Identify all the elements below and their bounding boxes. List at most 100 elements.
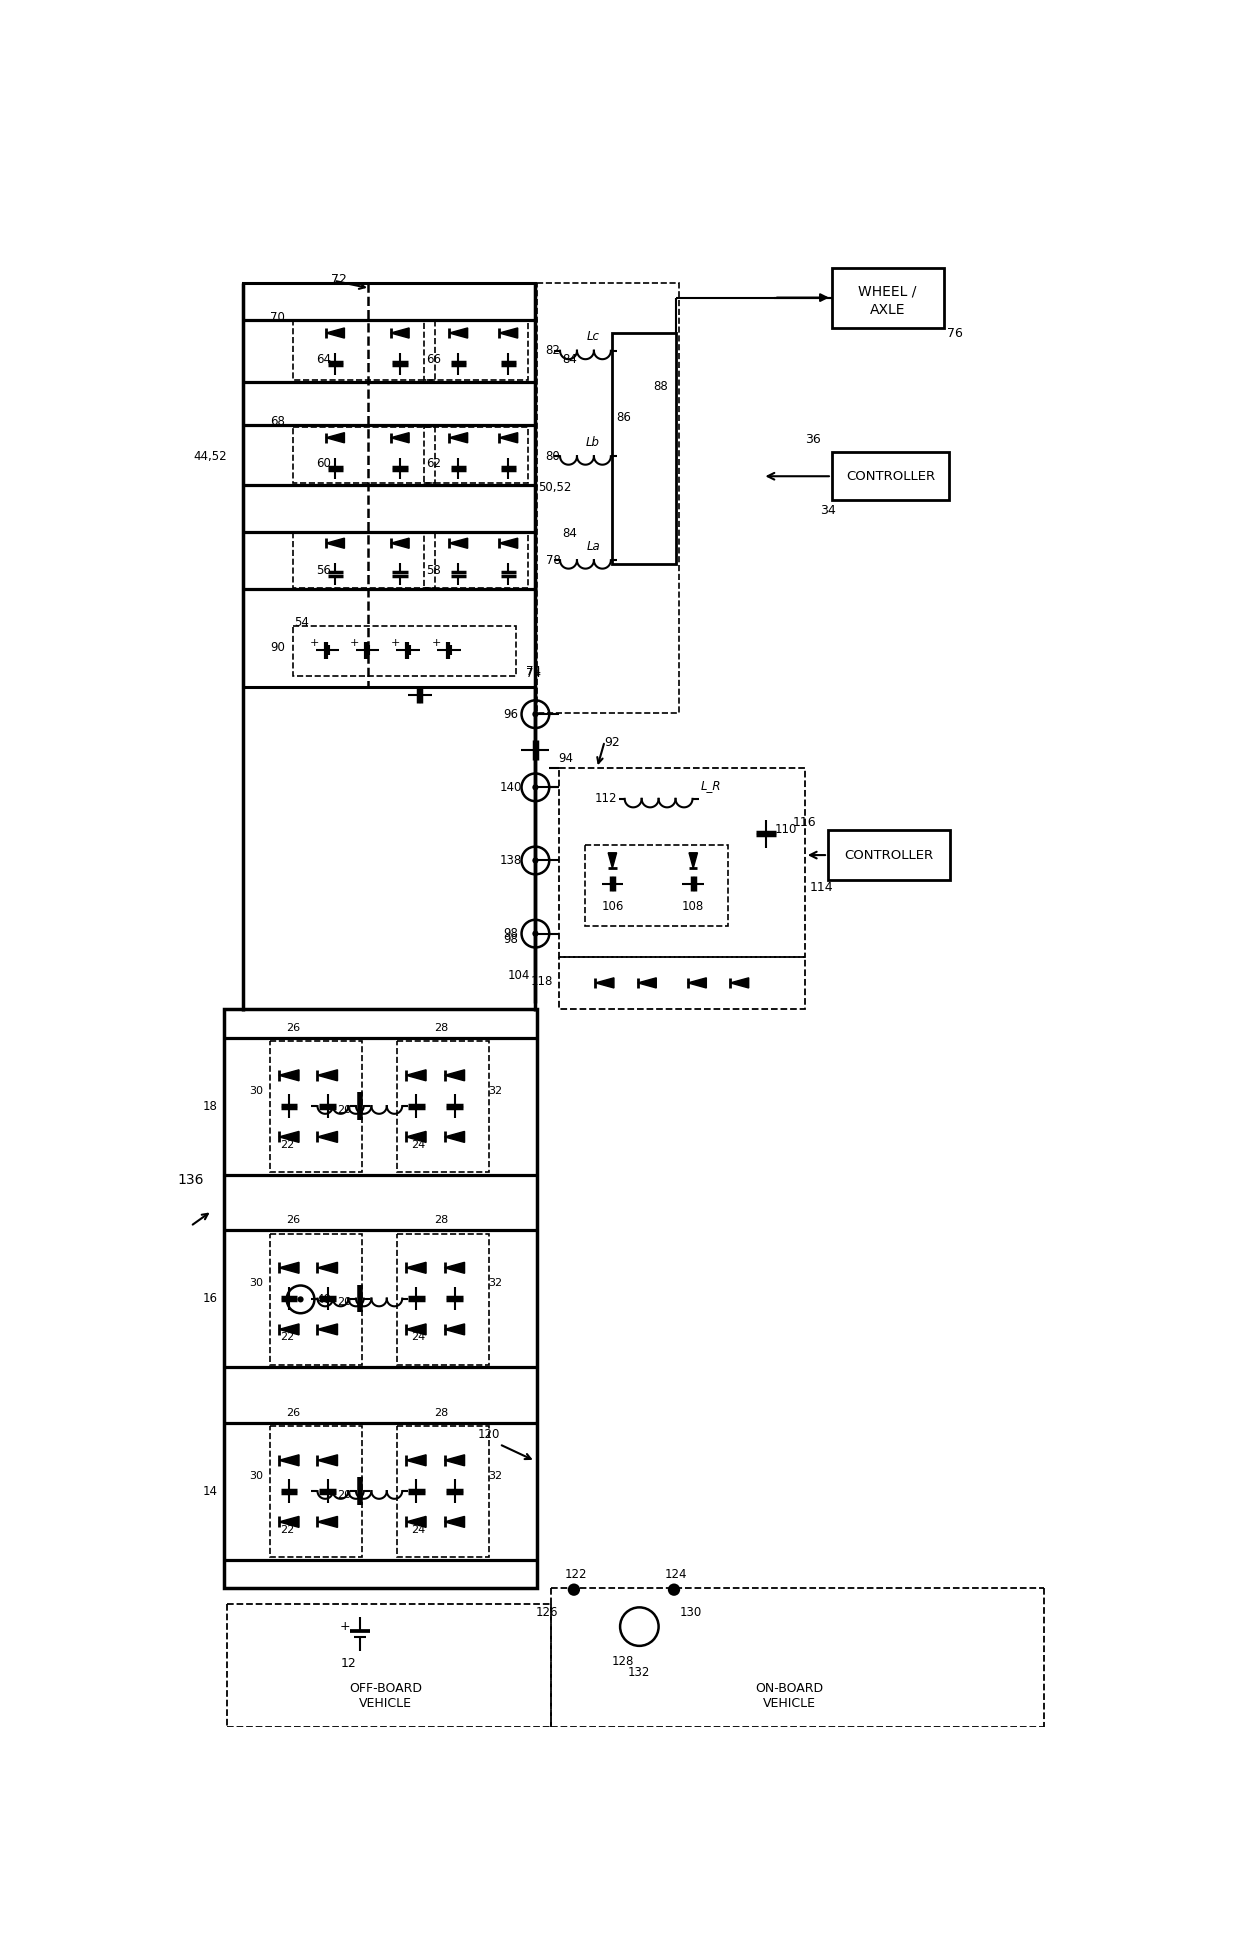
Text: 110: 110 — [775, 823, 797, 837]
Polygon shape — [391, 538, 409, 547]
Bar — [585, 844, 728, 926]
Text: +: + — [339, 1621, 350, 1632]
Text: 72: 72 — [331, 272, 347, 285]
Polygon shape — [444, 1262, 465, 1273]
Circle shape — [532, 858, 538, 864]
Text: 12: 12 — [341, 1658, 356, 1669]
Bar — [270, 1427, 362, 1557]
Polygon shape — [326, 433, 345, 443]
Text: 70: 70 — [270, 311, 285, 324]
Polygon shape — [317, 1456, 337, 1465]
Bar — [832, 452, 949, 501]
Text: 40: 40 — [316, 1293, 331, 1306]
Text: 20: 20 — [337, 1297, 351, 1308]
Text: AXLE: AXLE — [869, 303, 905, 316]
Circle shape — [532, 930, 538, 938]
Text: ON-BOARD
VEHICLE: ON-BOARD VEHICLE — [755, 1683, 823, 1710]
Text: 84: 84 — [563, 353, 578, 367]
Text: +: + — [310, 639, 319, 648]
Polygon shape — [391, 328, 409, 338]
Text: 26: 26 — [285, 1023, 300, 1033]
Text: 74: 74 — [526, 668, 542, 679]
Text: 90: 90 — [270, 641, 285, 654]
Polygon shape — [317, 1132, 337, 1143]
Text: Lb: Lb — [587, 437, 600, 448]
Polygon shape — [637, 978, 656, 988]
Polygon shape — [405, 1262, 427, 1273]
Polygon shape — [279, 1262, 299, 1273]
Text: +: + — [391, 639, 401, 648]
Bar — [293, 625, 516, 675]
Text: 112: 112 — [595, 792, 618, 806]
Text: 74: 74 — [526, 666, 542, 677]
Bar — [293, 427, 435, 483]
Text: 114: 114 — [810, 881, 833, 895]
Circle shape — [532, 784, 538, 790]
Text: 78: 78 — [546, 553, 560, 567]
Text: 24: 24 — [412, 1139, 425, 1149]
Text: 128: 128 — [611, 1656, 634, 1667]
Text: 30: 30 — [249, 1471, 264, 1481]
Bar — [397, 1427, 490, 1557]
Bar — [832, 268, 944, 328]
Polygon shape — [326, 538, 345, 547]
Polygon shape — [449, 433, 467, 443]
Text: 132: 132 — [629, 1665, 651, 1679]
Polygon shape — [444, 1456, 465, 1465]
Text: 116: 116 — [794, 817, 817, 829]
Polygon shape — [279, 1132, 299, 1143]
Text: 122: 122 — [564, 1568, 587, 1580]
Text: 26: 26 — [285, 1407, 300, 1417]
Bar — [613, 334, 676, 565]
Circle shape — [298, 1297, 304, 1302]
Text: 26: 26 — [285, 1215, 300, 1225]
Text: 22: 22 — [280, 1524, 295, 1535]
Text: OFF-BOARD
VEHICLE: OFF-BOARD VEHICLE — [348, 1683, 422, 1710]
Polygon shape — [405, 1132, 427, 1143]
Polygon shape — [279, 1324, 299, 1335]
Text: 136: 136 — [177, 1172, 203, 1188]
Text: 58: 58 — [427, 563, 441, 576]
Polygon shape — [279, 1516, 299, 1528]
Text: 92: 92 — [605, 736, 620, 749]
Text: 68: 68 — [270, 415, 285, 429]
Text: 138: 138 — [500, 854, 522, 868]
Polygon shape — [689, 852, 697, 868]
Text: 50,52: 50,52 — [538, 481, 572, 493]
Text: Lc: Lc — [587, 330, 600, 344]
Text: 22: 22 — [280, 1332, 295, 1341]
Bar — [270, 1234, 362, 1365]
Text: 24: 24 — [412, 1332, 425, 1341]
Text: 130: 130 — [680, 1607, 702, 1619]
Text: 32: 32 — [489, 1279, 502, 1289]
Bar — [537, 283, 680, 712]
Text: 16: 16 — [203, 1293, 218, 1304]
Text: 28: 28 — [434, 1215, 449, 1225]
Text: 22: 22 — [280, 1139, 295, 1149]
Text: CONTROLLER: CONTROLLER — [846, 470, 935, 483]
Text: WHEEL /: WHEEL / — [858, 285, 916, 299]
Text: 34: 34 — [820, 503, 836, 516]
Bar — [424, 322, 528, 380]
Text: CONTROLLER: CONTROLLER — [844, 848, 934, 862]
Text: 104: 104 — [507, 969, 529, 982]
Bar — [558, 769, 805, 957]
Polygon shape — [444, 1132, 465, 1143]
Polygon shape — [317, 1262, 337, 1273]
Text: 66: 66 — [427, 353, 441, 367]
Text: 64: 64 — [316, 353, 331, 367]
Polygon shape — [279, 1456, 299, 1465]
Text: 106: 106 — [601, 901, 624, 912]
Bar — [397, 1234, 490, 1365]
Polygon shape — [279, 1069, 299, 1081]
Polygon shape — [730, 978, 749, 988]
Circle shape — [668, 1584, 681, 1596]
Text: 80: 80 — [546, 450, 560, 462]
Bar — [558, 957, 805, 1009]
Polygon shape — [444, 1516, 465, 1528]
Text: 32: 32 — [489, 1471, 502, 1481]
Text: 88: 88 — [652, 380, 667, 394]
Circle shape — [532, 710, 538, 718]
Bar — [293, 534, 435, 588]
Bar — [424, 534, 528, 588]
